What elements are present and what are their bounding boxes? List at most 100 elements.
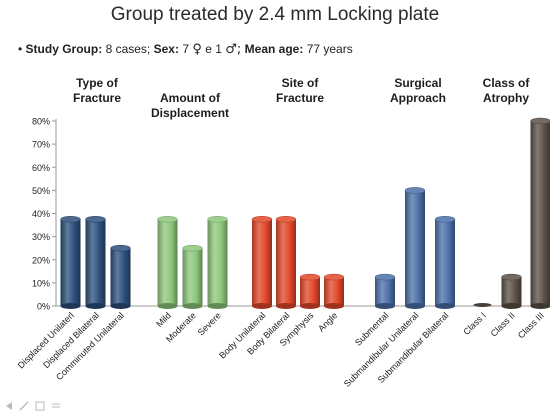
group-label-line: Atrophy (483, 91, 529, 105)
bar-base (207, 303, 228, 309)
bar-base (110, 303, 131, 309)
bar (374, 273, 396, 309)
group-label: Site of Fracture (260, 76, 340, 106)
bar-body (252, 219, 272, 306)
bar (207, 216, 228, 309)
pen-icon[interactable] (19, 401, 29, 411)
bar-body (405, 190, 425, 306)
bar-top (501, 273, 522, 281)
group-label: Amount of Displacement (140, 91, 240, 121)
bullet: • (18, 42, 23, 56)
bar-base (530, 303, 550, 309)
bar-top (374, 273, 396, 281)
bar-top (60, 216, 81, 223)
bar (182, 244, 203, 309)
bar (251, 216, 273, 309)
mean-age-value: 77 years (306, 42, 353, 56)
group-label-line: Class of (482, 76, 530, 90)
bar-top (157, 216, 178, 223)
bar-base (157, 303, 178, 309)
bar (323, 273, 345, 309)
group-label-line: Type of (76, 76, 118, 90)
category-label: Angle (316, 310, 339, 333)
slide-toolbar[interactable] (4, 400, 74, 414)
group-label: Surgical Approach (378, 76, 458, 106)
group-label-line: Amount of Displacement (150, 91, 230, 120)
bar (404, 187, 426, 309)
group-label: Class of Atrophy (476, 76, 536, 106)
y-tick-label: 70% (32, 140, 50, 150)
male-symbol-icon: ♂; (225, 42, 242, 57)
category-label: Class I (461, 310, 488, 337)
bar-body (85, 219, 106, 306)
bar (473, 303, 492, 307)
bar-top (299, 273, 321, 281)
bar-base (324, 303, 344, 309)
study-group-value: 8 cases; (105, 42, 151, 56)
group-label-line: Approach (389, 91, 446, 105)
study-info: • Study Group: 8 cases; Sex: 7 ♀ e 1 ♂; … (18, 42, 353, 57)
sex-and: e (205, 42, 212, 56)
bar-body (501, 277, 522, 306)
bar-base (473, 303, 492, 307)
bar-body (276, 219, 296, 306)
menu-icon[interactable] (52, 403, 60, 408)
bar-top (530, 117, 550, 125)
y-tick-label: 60% (32, 163, 50, 173)
bar (501, 273, 522, 309)
bar-top (434, 216, 456, 223)
female-symbol-icon: ♀ (192, 42, 202, 57)
page-icon[interactable] (35, 401, 45, 411)
arrow-icon[interactable] (6, 402, 12, 410)
bar-body (324, 277, 344, 306)
y-tick-label: 80% (32, 117, 50, 127)
group-label: Type of Fracture (52, 76, 142, 106)
bar-base (252, 303, 272, 309)
y-tick-label: 20% (32, 255, 50, 265)
bar-top (275, 216, 297, 223)
bar-base (276, 303, 296, 309)
y-tick-label: 30% (32, 232, 50, 242)
bar-body (182, 248, 203, 306)
bar-top (85, 216, 106, 223)
bar-body (530, 121, 550, 306)
bar-base (375, 303, 395, 309)
bar (434, 216, 456, 309)
bar (85, 216, 106, 309)
bar-base (435, 303, 455, 309)
group-label-line: Site of (281, 76, 319, 90)
bar-body (300, 277, 320, 306)
bar-body (60, 219, 81, 306)
category-label: Severe (196, 310, 223, 337)
bar-body (157, 219, 178, 306)
bar (157, 216, 178, 309)
category-label: Mild (154, 310, 173, 329)
sex-label: Sex: (153, 42, 179, 56)
bar-body (207, 219, 228, 306)
bar-base (405, 303, 425, 309)
bar-top (110, 244, 131, 252)
sex-male-count: 1 (215, 42, 222, 56)
bar-base (60, 303, 81, 309)
category-label: Class II (489, 310, 517, 338)
bar (60, 216, 81, 309)
sex-female-count: 7 (182, 42, 189, 56)
mean-age-label: Mean age: (244, 42, 304, 56)
bar (275, 216, 297, 309)
y-tick-label: 10% (32, 278, 50, 288)
bar (530, 117, 550, 309)
bar-body (110, 248, 131, 306)
bar-top (404, 187, 426, 194)
group-label-line: Fracture (72, 91, 122, 105)
bar-top (251, 216, 273, 223)
bar (299, 273, 321, 309)
y-tick-label: 40% (32, 209, 50, 219)
study-group-label: Study Group: (25, 42, 103, 56)
group-label-line: Fracture (275, 91, 325, 105)
bar-base (501, 303, 522, 309)
bar-base (300, 303, 320, 309)
bar-base (85, 303, 106, 309)
slide-toolbar-icons (6, 401, 60, 411)
y-tick-label: 50% (32, 186, 50, 196)
